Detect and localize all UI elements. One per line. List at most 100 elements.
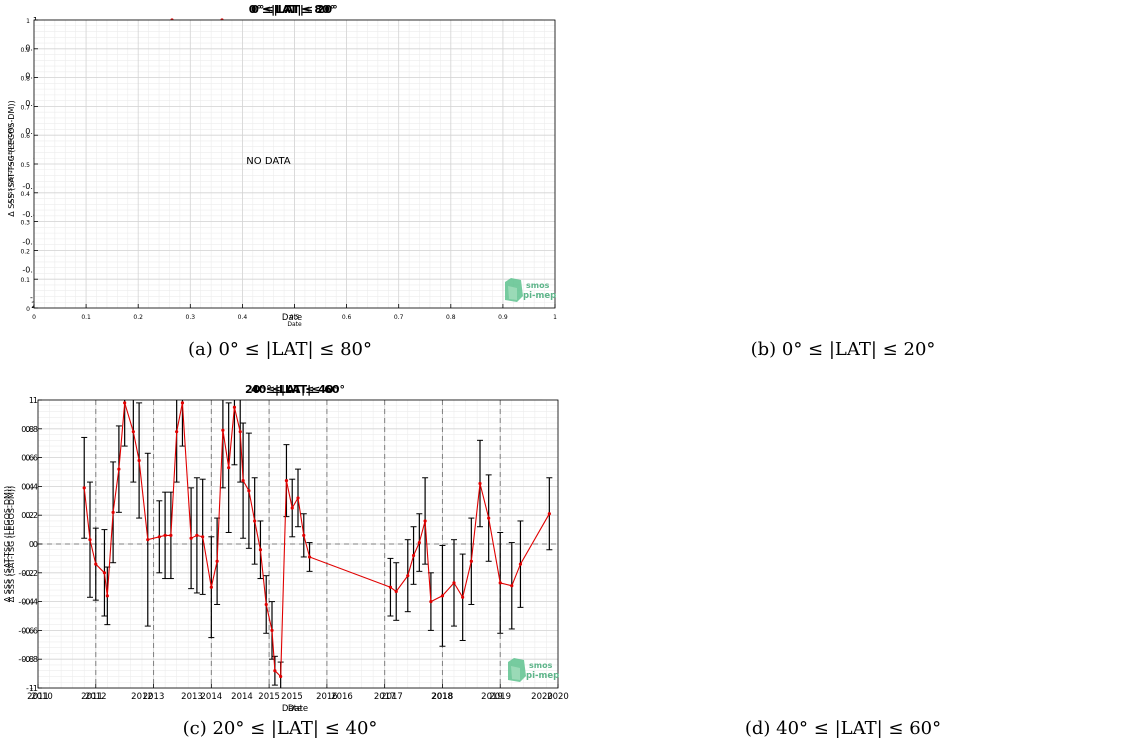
data-point	[123, 401, 127, 405]
data-point	[302, 533, 306, 537]
data-point	[157, 535, 161, 539]
x-tick-label: 0.4	[238, 314, 248, 321]
data-point	[417, 540, 421, 545]
data-point	[388, 585, 393, 589]
y-tick-label: -0.2	[22, 569, 38, 578]
data-point	[180, 401, 185, 405]
x-tick-label: 2019	[489, 692, 511, 702]
data-point	[94, 562, 98, 566]
y-tick-label: -0.8	[22, 265, 38, 274]
data-point	[169, 533, 173, 537]
x-tick-label: 2016	[331, 692, 353, 702]
x-tick-label: 0.8	[446, 314, 456, 321]
y-tick-label: 0.2	[25, 127, 38, 136]
y-tick-label: 0.4	[25, 99, 38, 108]
y-tick-label: -1	[26, 684, 34, 693]
data-point	[137, 458, 141, 463]
y-tick-label: 0.8	[25, 44, 38, 53]
y-axis-label: Δ SSS (SAT-TSG (LEGOS-DM))	[8, 124, 14, 204]
data-point	[518, 562, 523, 566]
data-point	[429, 600, 433, 604]
x-tick-label: 2015	[258, 692, 280, 702]
logo-mark-highlight-icon	[511, 666, 520, 680]
logo-text-smos: smos	[526, 281, 550, 290]
y-tick-label: 0.4	[21, 482, 34, 491]
y-tick-label: -0.6	[22, 626, 38, 635]
y-tick-label: -0.4	[22, 210, 38, 219]
grid	[33, 19, 556, 309]
chart-title: 0°≤|LAT|≤ 80°	[249, 3, 335, 16]
data-point	[440, 594, 445, 598]
data-point	[264, 602, 268, 607]
data-point	[175, 430, 179, 434]
y-tick-label: 0.8	[21, 425, 34, 434]
x-tick-label: 2011	[27, 692, 49, 702]
data-point	[163, 533, 167, 537]
y-axis-label: Δ SSS (SAT-TSG (LEGOS-DM))	[7, 100, 16, 216]
data-point	[270, 628, 274, 632]
data-point	[423, 519, 427, 523]
x-tick-label: 2012	[131, 692, 153, 702]
data-point	[307, 555, 312, 559]
data-point	[111, 510, 115, 514]
x-tick-label: 0.7	[394, 314, 404, 321]
data-point	[284, 479, 289, 483]
y-tick-label: 1	[29, 396, 34, 405]
data-point	[189, 536, 193, 540]
logo-text-pi-mep: pi-mep	[526, 671, 559, 681]
y-tick-label: 0.7	[20, 104, 30, 111]
y-tick-label: -0.2	[22, 182, 38, 191]
data-point	[406, 574, 410, 578]
y-tick-label: -0.6	[22, 238, 38, 247]
y-tick-label: 0.8	[20, 76, 30, 83]
data-point	[452, 581, 456, 585]
data-point	[201, 535, 205, 539]
no-data-label: NO DATA	[246, 156, 290, 167]
y-tick-label: -0.8	[22, 655, 38, 664]
y-tick-label: 0.6	[21, 454, 34, 463]
data-point	[247, 489, 251, 493]
caption-c: (c) 20° ≤ |LAT| ≤ 40°	[182, 718, 378, 739]
chart-d-svg: 2011 2012 2013 2014 2015 2016 2017 2018 2019 2020…	[3, 383, 569, 714]
y-tick-label: 0	[26, 306, 30, 313]
y-tick-label: -1	[30, 684, 38, 693]
data-point	[102, 571, 107, 575]
data-points	[82, 401, 551, 679]
data-point	[105, 594, 109, 598]
data-point	[131, 430, 135, 434]
chart-b-svg: 0 0.1 0.2 0.3 0.4 0.5 0.6 0.7 0.8 0.9 100.10.20.30…	[8, 3, 557, 328]
logo-text-pi-mep: pi-mep	[523, 291, 556, 301]
y-axis-label: Δ SSS (SAT-TSG (LEGOS-DM))	[7, 486, 16, 602]
data-point	[487, 516, 491, 520]
data-point	[498, 581, 502, 585]
data-point	[195, 533, 199, 537]
y-tick-label: 0.2	[20, 248, 30, 255]
data-point	[253, 519, 257, 523]
caption-d: (d) 40° ≤ |LAT| ≤ 60°	[744, 718, 942, 739]
x-tick-label: 2016	[316, 692, 338, 702]
x-axis-label: Date	[282, 313, 302, 323]
x-tick-label: 2010	[31, 692, 53, 702]
caption-a: (a) 0° ≤ |LAT| ≤ 80°	[187, 339, 372, 360]
y-tick-label: 0.2	[25, 511, 38, 520]
data-point	[146, 538, 150, 542]
x-axis-label: Date	[282, 704, 302, 714]
x-tick-label: 2020	[531, 692, 553, 702]
data-point	[227, 466, 231, 470]
data-point	[232, 405, 237, 409]
y-tick-label: -0.4	[18, 598, 34, 607]
y-tick-label: 1	[33, 396, 38, 405]
x-tick-label: 2019	[481, 692, 503, 702]
chart-panel-d: 2011 2012 2013 2014 2015 2016 2017 2018 2019 2020…	[0, 380, 569, 714]
x-tick-label: 2014	[201, 692, 223, 702]
y-axis-label: Δ SSS (SAT-TSG (LEGOS-DM))	[3, 486, 12, 602]
y-tick-label: 0.9	[20, 47, 30, 54]
data-point	[547, 512, 551, 516]
chart-title: 0°≤|LAT|≤ 20°	[251, 3, 337, 16]
y-tick-label: 0.6	[25, 454, 38, 463]
x-tick-label: 2013	[143, 692, 165, 702]
data-point	[290, 506, 294, 510]
x-tick-label: 2018	[432, 692, 454, 702]
y-tick-label: 0.3	[20, 220, 30, 227]
